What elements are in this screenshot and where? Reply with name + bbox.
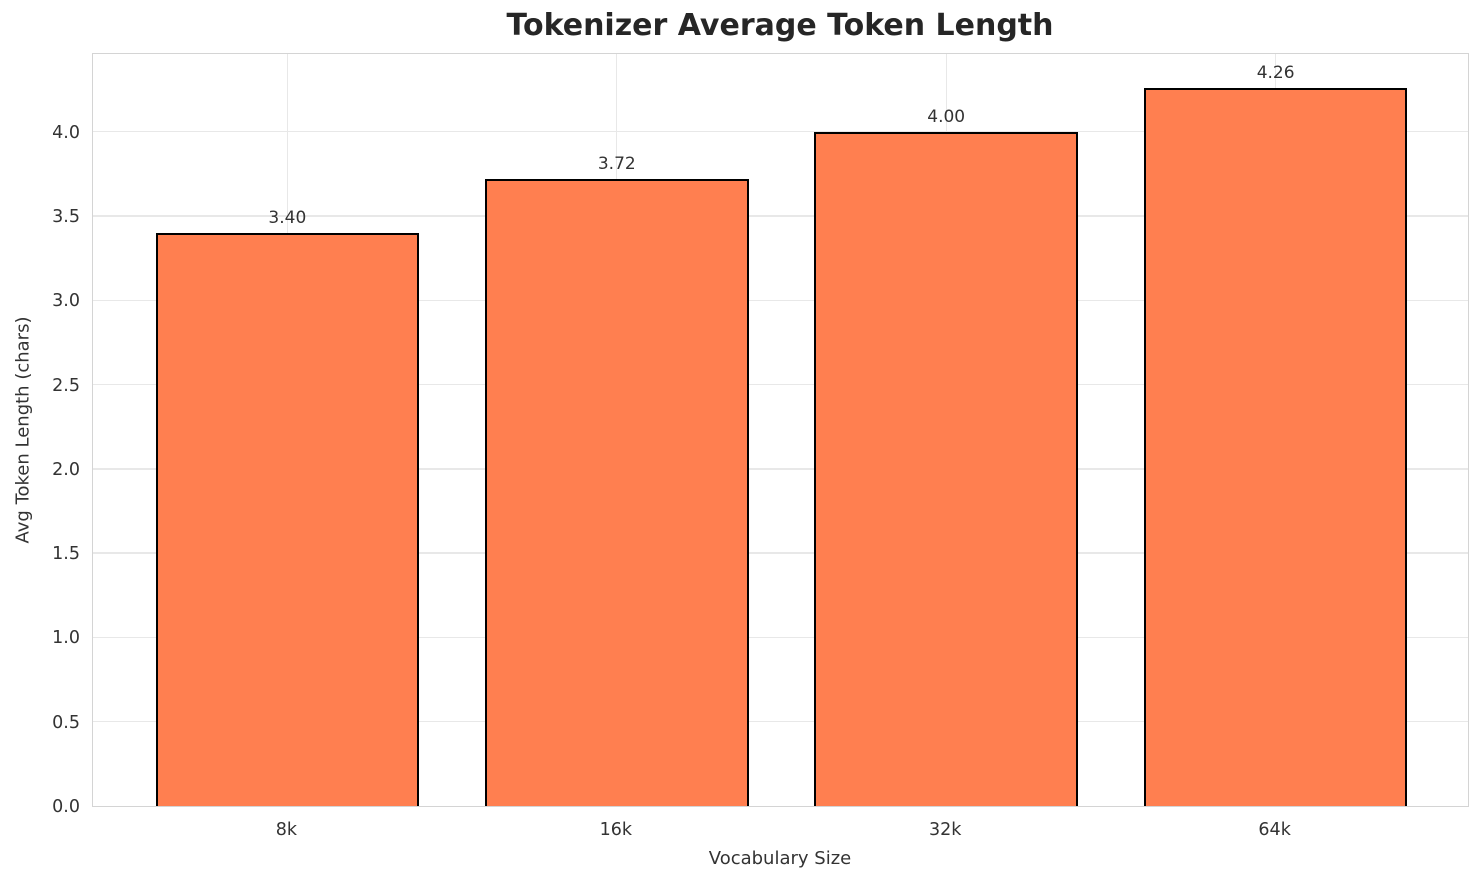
plot-area: 3.40 3.72 4.00 4.26 — [92, 53, 1469, 807]
gridline-horizontal — [93, 636, 1468, 639]
y-tick-label: 1.5 — [52, 544, 80, 565]
y-tick-label: 2.0 — [52, 459, 80, 480]
bar-value-label: 4.00 — [927, 106, 966, 127]
y-axis-label: Avg Token Length (chars) — [12, 316, 34, 544]
bar-value-label: 4.26 — [1256, 62, 1295, 83]
gridline-horizontal — [93, 131, 1468, 133]
bar — [1143, 87, 1408, 806]
y-tick-label: 0.5 — [52, 712, 80, 733]
gridline-horizontal — [93, 468, 1468, 470]
x-tick-label: 16k — [599, 820, 632, 840]
x-tick-label: 64k — [1258, 820, 1291, 840]
gridline-horizontal — [93, 299, 1468, 301]
bar — [155, 232, 420, 806]
y-tick-label: 2.5 — [52, 375, 80, 396]
x-tick-label: 8k — [275, 820, 297, 840]
gridline-horizontal — [93, 383, 1468, 386]
y-tick-label: 4.0 — [52, 122, 80, 143]
x-tick-label: 32k — [929, 820, 962, 840]
bar — [814, 131, 1078, 806]
gridline-horizontal — [93, 215, 1468, 217]
bar-value-label: 3.72 — [597, 153, 636, 174]
bar — [485, 178, 749, 806]
y-tick-label: 1.0 — [52, 628, 80, 649]
gridline-horizontal — [93, 552, 1468, 554]
y-tick-label: 3.0 — [52, 291, 80, 312]
x-axis-label: Vocabulary Size — [708, 848, 852, 869]
y-tick-label: 3.5 — [52, 207, 80, 228]
bar-value-label: 3.40 — [268, 207, 307, 228]
y-tick-label: 0.0 — [52, 797, 80, 817]
chart-title: Tokenizer Average Token Length — [506, 8, 1054, 43]
gridline-horizontal — [93, 721, 1468, 723]
